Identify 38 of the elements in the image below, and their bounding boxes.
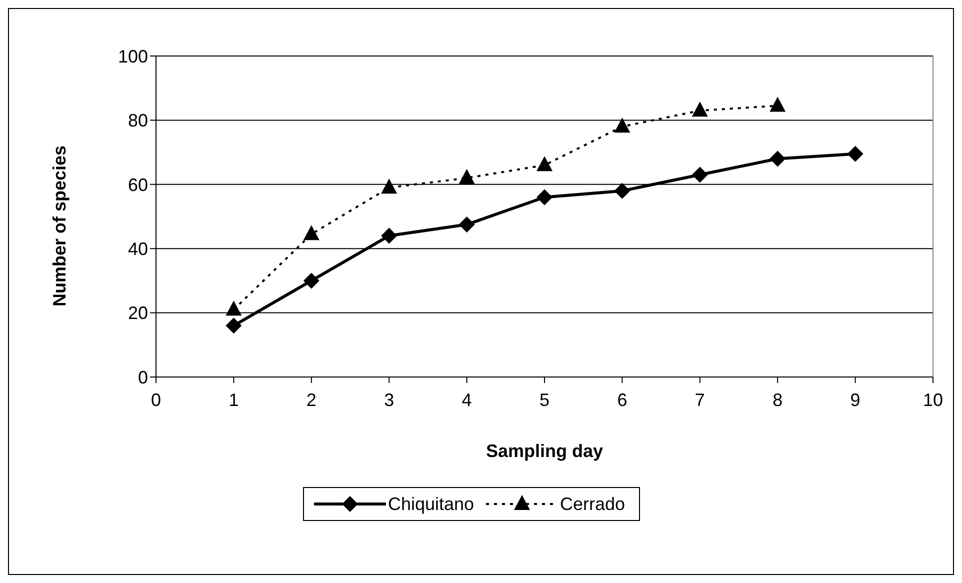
point — [381, 178, 398, 194]
x-axis-title: Sampling day — [486, 441, 604, 461]
point — [692, 166, 708, 183]
point — [458, 216, 475, 233]
point — [226, 318, 242, 334]
x-tick-label: 2 — [306, 390, 316, 410]
legend-label: Chiquitano — [388, 494, 474, 514]
point — [226, 300, 242, 316]
y-tick-label: 20 — [128, 303, 148, 324]
x-tick-label: 3 — [384, 390, 394, 410]
y-tick-label: 100 — [118, 46, 148, 66]
x-tick-label: 4 — [462, 390, 472, 410]
x-tick-label: 10 — [922, 390, 944, 410]
x-tick-label: 6 — [617, 390, 628, 410]
x-tick-label: 5 — [539, 390, 550, 410]
y-tick-label: 0 — [138, 367, 148, 388]
point — [303, 272, 320, 289]
x-tick-label: 1 — [228, 390, 239, 410]
legend-label: Cerrado — [560, 494, 626, 514]
point — [458, 168, 475, 184]
y-tick-label: 80 — [128, 110, 148, 131]
point — [303, 225, 320, 240]
y-tick-label: 60 — [128, 174, 148, 195]
point — [847, 146, 864, 162]
x-tick-label: 7 — [694, 390, 705, 410]
point — [614, 182, 630, 199]
point — [614, 118, 630, 133]
point — [536, 156, 552, 172]
x-tick-label: 0 — [150, 390, 162, 410]
y-tick-label: 40 — [128, 238, 148, 259]
y-axis-title: Number of species — [49, 145, 70, 306]
point — [770, 96, 786, 112]
point — [536, 189, 552, 206]
point — [770, 150, 786, 167]
point — [381, 228, 398, 244]
x-tick-label: 9 — [850, 390, 860, 410]
x-tick-label: 8 — [772, 390, 783, 410]
point — [692, 102, 708, 117]
